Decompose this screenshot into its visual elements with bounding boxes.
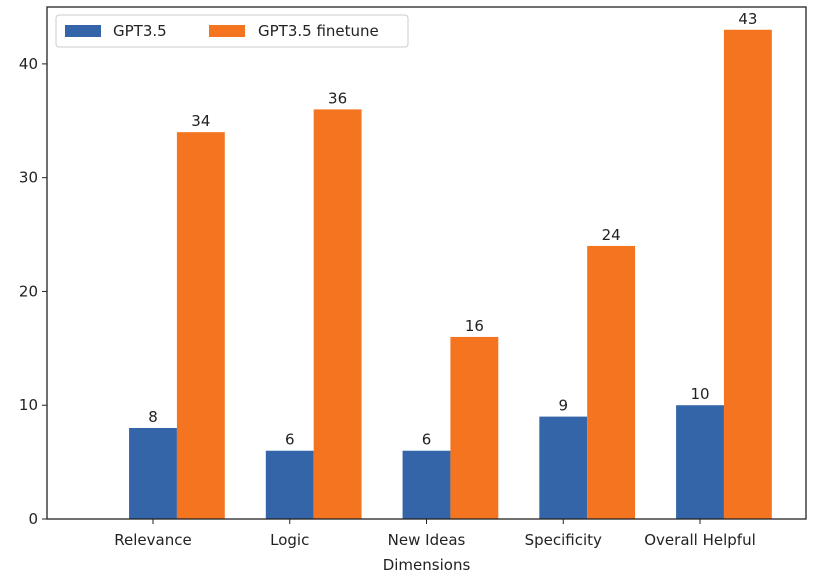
bar-gpt3-5-overall-helpful bbox=[676, 405, 724, 519]
y-tick-label: 30 bbox=[19, 169, 38, 187]
y-tick-label: 10 bbox=[19, 396, 38, 414]
x-tick-label: New Ideas bbox=[388, 531, 466, 549]
data-label-gpt3-5-specificity: 9 bbox=[558, 397, 568, 415]
x-tick-label: Overall Helpful bbox=[644, 531, 756, 549]
data-label-gpt3-5-logic: 6 bbox=[285, 431, 295, 449]
legend-swatch-gpt35-finetune bbox=[209, 25, 245, 37]
bars-layer bbox=[129, 29, 772, 520]
y-tick-label: 0 bbox=[28, 510, 38, 528]
bar-gpt3-5-finetune-overall-helpful bbox=[723, 29, 772, 520]
data-label-gpt3-5-new-ideas: 6 bbox=[422, 431, 432, 449]
data-label-gpt3-5-finetune-new-ideas: 16 bbox=[465, 317, 484, 335]
bar-gpt3-5-finetune-new-ideas bbox=[450, 336, 499, 519]
legend-label-gpt35: GPT3.5 bbox=[113, 22, 167, 40]
y-axis: 0 10 20 30 40 bbox=[19, 55, 47, 528]
bar-gpt3-5-finetune-specificity bbox=[587, 245, 636, 519]
x-tick-label: Relevance bbox=[114, 531, 191, 549]
x-tick-label: Logic bbox=[270, 531, 309, 549]
data-label-gpt3-5-relevance: 8 bbox=[148, 408, 158, 426]
y-tick-label: 40 bbox=[19, 55, 38, 73]
bar-gpt3-5-new-ideas bbox=[402, 450, 451, 519]
bar-gpt3-5-relevance bbox=[129, 427, 177, 519]
x-tick-label: Specificity bbox=[525, 531, 602, 549]
legend-label-gpt35-finetune: GPT3.5 finetune bbox=[258, 22, 379, 40]
data-label-gpt3-5-finetune-logic: 36 bbox=[328, 89, 347, 107]
y-tick-label: 20 bbox=[19, 282, 38, 300]
bar-gpt3-5-specificity bbox=[539, 416, 588, 519]
data-label-gpt3-5-finetune-overall-helpful: 43 bbox=[738, 10, 757, 28]
bar-gpt3-5-finetune-logic bbox=[313, 109, 362, 520]
data-label-gpt3-5-finetune-relevance: 34 bbox=[191, 112, 210, 130]
x-axis-label: Dimensions bbox=[383, 556, 471, 574]
bar-gpt3-5-finetune-relevance bbox=[176, 132, 225, 519]
legend-swatch-gpt35 bbox=[65, 25, 101, 37]
data-label-gpt3-5-finetune-specificity: 24 bbox=[602, 226, 621, 244]
bar-gpt3-5-logic bbox=[265, 450, 314, 519]
data-label-gpt3-5-overall-helpful: 10 bbox=[690, 385, 709, 403]
legend: GPT3.5 GPT3.5 finetune bbox=[55, 14, 409, 48]
data-labels-layer: 8 6 6 9 10 34 36 16 24 43 bbox=[148, 10, 757, 449]
x-axis: Relevance Logic New Ideas Specificity Overal… bbox=[114, 519, 756, 549]
